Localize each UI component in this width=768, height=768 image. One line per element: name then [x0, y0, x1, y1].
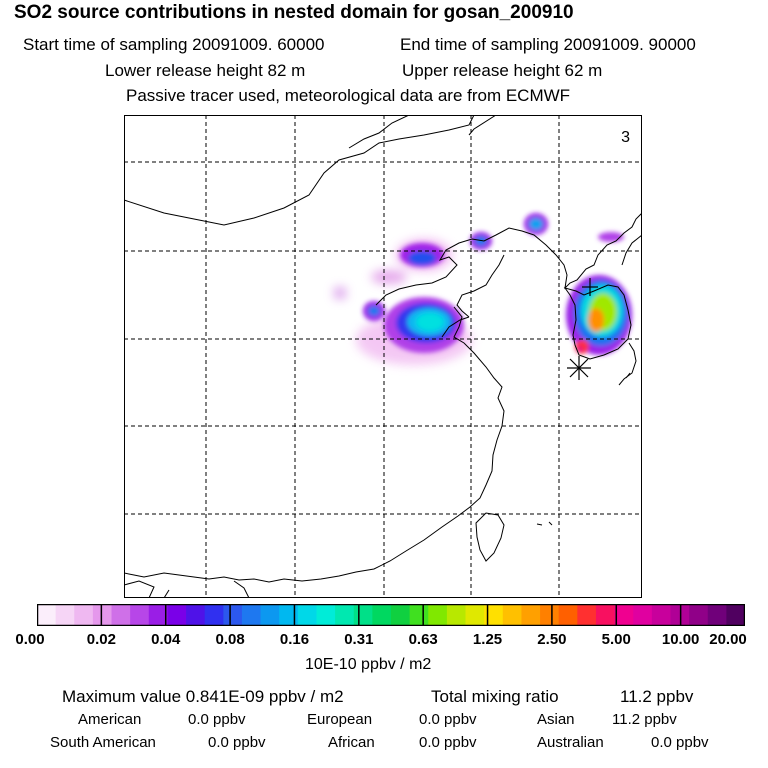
- panel-number: 3: [621, 129, 630, 146]
- colorbar-tick-label: 0.00: [15, 631, 45, 648]
- colorbar-cell: [335, 604, 355, 626]
- colorbar-cell: [689, 604, 709, 626]
- colorbar-cell: [577, 604, 597, 626]
- colorbar-cell: [223, 604, 243, 626]
- colorbar-cell: [167, 604, 187, 626]
- tracer-note: Passive tracer used, meteorological data…: [126, 86, 571, 105]
- colorbar-cell: [55, 604, 75, 626]
- colorbar-cell: [595, 604, 615, 626]
- colorbar-cell: [409, 604, 429, 626]
- colorbar-cell: [446, 604, 466, 626]
- coastline-layer: [124, 115, 642, 598]
- colorbar-cell: [707, 604, 727, 626]
- region-label-european: European: [307, 711, 373, 728]
- asterisk-icon: [567, 356, 591, 380]
- end-time-label: End time of sampling 20091009. 90000: [400, 35, 696, 54]
- colorbar-cell: [726, 604, 745, 626]
- colorbar-tick-label: 20.00: [709, 631, 747, 648]
- colorbar-tick-label: 0.63: [408, 631, 438, 648]
- colorbar-cell: [204, 604, 224, 626]
- start-time-label: Start time of sampling 20091009. 60000: [23, 35, 325, 54]
- colorbar-cell: [465, 604, 485, 626]
- colorbar-cell: [148, 604, 168, 626]
- colorbar-cell: [37, 604, 57, 626]
- plume-layer: [334, 213, 632, 365]
- region-value-european: 0.0 ppbv: [419, 711, 477, 728]
- map-panel: 3: [124, 115, 642, 598]
- colorbar-cell: [186, 604, 206, 626]
- colorbar-cell: [297, 604, 317, 626]
- colorbar-cell: [316, 604, 336, 626]
- colorbar-tick-label: 0.31: [344, 631, 374, 648]
- colorbar-cell: [484, 604, 504, 626]
- colorbar-cell: [353, 604, 373, 626]
- colorbar-cell: [130, 604, 150, 626]
- total-mixing-value: 11.2 ppbv: [620, 687, 694, 706]
- region-value-asian: 11.2 ppbv: [612, 711, 677, 728]
- region-label-australian: Australian: [537, 734, 604, 751]
- colorbar-cell: [279, 604, 299, 626]
- total-mixing-label: Total mixing ratio: [431, 687, 559, 706]
- colorbar-cell: [92, 604, 112, 626]
- maximum-value: Maximum value 0.841E-09 ppbv / m2: [62, 687, 344, 706]
- colorbar-cell: [111, 604, 131, 626]
- colorbar-cell: [260, 604, 280, 626]
- region-label-american: American: [78, 711, 142, 728]
- colorbar-cell: [633, 604, 653, 626]
- graticule: [124, 115, 642, 598]
- colorbar-tick-label: 0.08: [215, 631, 245, 648]
- colorbar-cell: [428, 604, 448, 626]
- region-value-australian: 0.0 ppbv: [651, 734, 709, 751]
- region-value-south-american: 0.0 ppbv: [208, 734, 266, 751]
- colorbar-cell: [651, 604, 671, 626]
- colorbar-cell: [558, 604, 578, 626]
- colorbar-cell: [521, 604, 541, 626]
- region-value-african: 0.0 ppbv: [419, 734, 477, 751]
- colorbar-cell: [391, 604, 411, 626]
- map-frame: [124, 115, 642, 598]
- colorbar-cell: [614, 604, 634, 626]
- colorbar-tick-label: 10.00: [661, 631, 700, 648]
- colorbar-cell: [540, 604, 560, 626]
- figure-title: SO2 source contributions in nested domai…: [14, 2, 574, 23]
- colorbar-tick-label: 2.50: [537, 631, 567, 648]
- colorbar-cell: [74, 604, 94, 626]
- colorbar-unit: 10E-10 ppbv / m2: [305, 656, 432, 673]
- colorbar-tick-label: 0.02: [86, 631, 116, 648]
- region-label-african: African: [328, 734, 375, 751]
- upper-release-label: Upper release height 62 m: [402, 61, 603, 80]
- colorbar-cell: [241, 604, 261, 626]
- colorbar-tick-label: 0.16: [279, 631, 310, 648]
- region-label-asian: Asian: [537, 711, 575, 728]
- colorbar-tick-label: 1.25: [472, 631, 503, 648]
- region-value-american: 0.0 ppbv: [188, 711, 246, 728]
- region-label-south-american: South American: [50, 734, 156, 751]
- colorbar-tick-label: 5.00: [601, 631, 631, 648]
- colorbar-tick-label: 0.04: [151, 631, 181, 648]
- colorbar-cell: [372, 604, 392, 626]
- lower-release-label: Lower release height 82 m: [105, 61, 306, 80]
- colorbar: [37, 604, 745, 626]
- colorbar-cell: [502, 604, 522, 626]
- cross-marker-icon: [582, 278, 598, 296]
